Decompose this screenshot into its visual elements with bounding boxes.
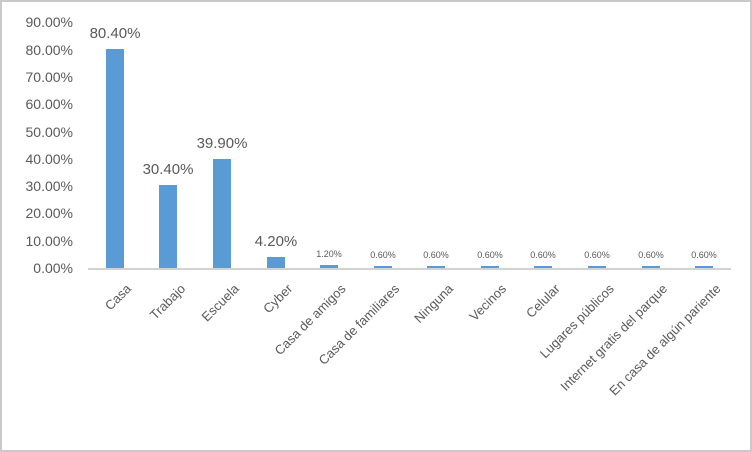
data-label-ninguna: 0.60% (423, 250, 449, 260)
data-label-vecinos: 0.60% (477, 250, 503, 260)
data-label-casa-de-familiares: 0.60% (370, 250, 396, 260)
bar-escuela (213, 159, 231, 268)
data-label-casa: 80.40% (89, 25, 141, 42)
data-label-casa-de-amigos: 1.20% (316, 249, 342, 259)
bar-casa (106, 49, 124, 268)
data-label-en-casa-de-algun-pariente: 0.60% (691, 250, 717, 260)
y-axis-tick-label: 0.00% (33, 260, 73, 276)
y-axis-tick-label: 20.00% (25, 205, 73, 222)
x-axis-category-label-cyber: Cyber (260, 281, 296, 317)
bar-lugares-publicos (588, 266, 606, 268)
y-axis-tick-label: 30.00% (25, 178, 73, 195)
y-axis-tick-label: 10.00% (25, 232, 73, 249)
bar-ninguna (427, 266, 445, 268)
x-axis-category-label-escuela: Escuela (198, 281, 242, 325)
data-label-lugares-publicos: 0.60% (584, 250, 610, 260)
y-axis-tick-label: 40.00% (25, 150, 73, 167)
x-axis-category-label-celular: Celular (523, 281, 564, 321)
x-axis-category-label-vecinos: Vecinos (466, 281, 510, 324)
x-axis-category-label-internet-gratis-del-parque: Internet gratis del parque (557, 281, 671, 394)
x-axis-category-label-casa: Casa (102, 281, 135, 314)
y-axis-tick-label: 90.00% (25, 14, 73, 31)
x-axis-category-label-en-casa-de-algun-pariente: En casa de algún pariente (606, 281, 724, 399)
y-axis-tick-label: 70.00% (25, 68, 73, 85)
y-axis-tick-label: 80.00% (25, 41, 73, 58)
data-label-trabajo: 30.40% (142, 161, 194, 178)
data-label-celular: 0.60% (530, 250, 556, 260)
bar-vecinos (481, 266, 499, 268)
bar-trabajo (159, 185, 177, 268)
x-axis-category-label-trabajo: Trabajo (146, 281, 188, 323)
bar-casa-de-amigos (320, 265, 338, 268)
y-axis-tick-label: 50.00% (25, 123, 73, 140)
data-label-internet-gratis-del-parque: 0.60% (638, 250, 664, 260)
bar-casa-de-familiares (374, 266, 392, 268)
bar-celular (534, 266, 552, 268)
x-axis-line (88, 268, 731, 270)
x-axis-category-label-ninguna: Ninguna (411, 281, 456, 326)
y-axis-tick-label: 60.00% (25, 96, 73, 113)
bar-cyber (267, 257, 285, 268)
bar-internet-gratis-del-parque (642, 266, 660, 268)
data-label-escuela: 39.90% (196, 135, 248, 152)
data-label-cyber: 4.20% (254, 233, 298, 250)
bar-en-casa-de-algun-pariente (695, 266, 713, 268)
